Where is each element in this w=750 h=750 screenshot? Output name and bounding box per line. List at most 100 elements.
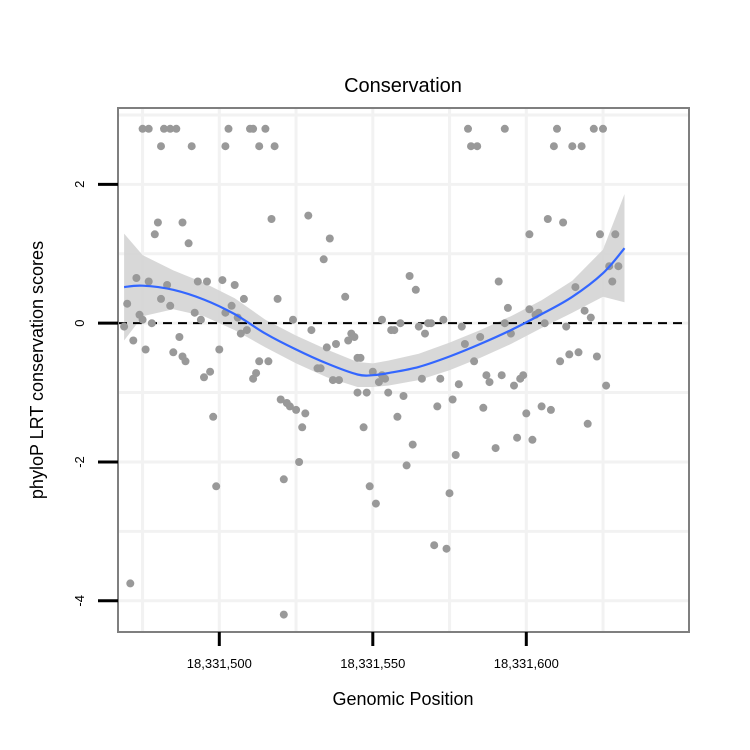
- data-point: [153, 218, 162, 227]
- data-point: [273, 294, 282, 303]
- data-point: [322, 343, 331, 352]
- data-point: [147, 319, 156, 328]
- data-point: [344, 336, 353, 345]
- chart-title: Conservation: [344, 75, 462, 97]
- data-point: [178, 218, 187, 227]
- data-point: [457, 322, 466, 331]
- data-point: [138, 315, 147, 324]
- data-point: [126, 579, 135, 588]
- data-point: [163, 281, 172, 289]
- data-point: [319, 255, 328, 264]
- x-axis: 18,331,500 18,331,550 18,331,600: [187, 632, 559, 671]
- data-point: [255, 357, 264, 366]
- data-point: [209, 412, 218, 421]
- data-point: [249, 124, 258, 133]
- y-tick-label: 0: [72, 320, 87, 327]
- data-point: [230, 281, 239, 289]
- data-point: [184, 239, 193, 248]
- data-point: [442, 544, 451, 553]
- data-point: [580, 306, 589, 315]
- data-point: [289, 315, 297, 324]
- x-axis-title: Genomic Position: [332, 689, 473, 709]
- data-point: [522, 409, 531, 418]
- data-point: [332, 340, 340, 348]
- data-point: [255, 142, 264, 151]
- confidence-band: [124, 194, 625, 387]
- data-point: [328, 376, 337, 385]
- data-point: [439, 315, 448, 324]
- data-point: [261, 124, 270, 133]
- data-point: [341, 292, 350, 301]
- data-points: [120, 124, 623, 619]
- data-point: [445, 489, 454, 498]
- data-point: [362, 388, 371, 397]
- data-point: [206, 367, 215, 376]
- data-point: [402, 461, 411, 470]
- data-point: [470, 357, 479, 366]
- data-point: [592, 352, 601, 361]
- data-point: [215, 345, 224, 354]
- data-point: [614, 262, 623, 271]
- data-point: [565, 350, 574, 359]
- data-point: [378, 315, 386, 324]
- data-point: [285, 402, 294, 411]
- data-point: [350, 333, 359, 341]
- data-point: [384, 388, 393, 397]
- data-point: [571, 283, 580, 292]
- data-point: [460, 340, 469, 348]
- data-point: [399, 392, 408, 400]
- data-point: [596, 230, 604, 239]
- data-point: [485, 378, 494, 387]
- data-point: [586, 313, 595, 322]
- data-point: [497, 371, 506, 380]
- data-point: [316, 364, 325, 373]
- data-point: [138, 124, 147, 133]
- data-point: [166, 301, 175, 310]
- data-point: [408, 440, 417, 449]
- data-point: [381, 374, 390, 383]
- data-point: [540, 319, 549, 328]
- data-point: [421, 329, 429, 338]
- data-point: [160, 124, 168, 133]
- data-point: [120, 322, 129, 331]
- data-point: [510, 381, 518, 390]
- data-point: [479, 403, 488, 412]
- data-point: [374, 378, 383, 387]
- data-point: [537, 402, 546, 411]
- data-point: [417, 374, 426, 383]
- data-point: [157, 294, 165, 303]
- data-point: [396, 319, 405, 328]
- data-point: [298, 423, 307, 432]
- data-point: [519, 371, 528, 380]
- data-point: [190, 308, 199, 317]
- data-point: [353, 388, 362, 397]
- data-point: [528, 435, 537, 444]
- data-point: [553, 124, 561, 133]
- data-point: [301, 409, 310, 418]
- data-point: [577, 142, 586, 151]
- data-point: [513, 433, 522, 442]
- data-point: [200, 373, 208, 382]
- data-point: [172, 124, 181, 133]
- data-point: [611, 230, 620, 239]
- data-point: [525, 230, 534, 239]
- data-point: [224, 124, 233, 133]
- data-point: [276, 395, 285, 404]
- data-point: [467, 142, 475, 151]
- data-point: [359, 423, 368, 432]
- data-point: [608, 277, 617, 286]
- data-point: [602, 381, 611, 390]
- data-point: [335, 376, 343, 385]
- data-point: [414, 322, 423, 331]
- data-point: [556, 357, 565, 366]
- data-point: [292, 405, 301, 414]
- data-point: [473, 142, 482, 151]
- data-point: [503, 303, 512, 312]
- data-point: [236, 329, 245, 338]
- data-point: [427, 319, 436, 328]
- data-point: [279, 610, 288, 619]
- data-point: [181, 357, 190, 366]
- data-point: [221, 142, 230, 151]
- data-point: [193, 277, 202, 286]
